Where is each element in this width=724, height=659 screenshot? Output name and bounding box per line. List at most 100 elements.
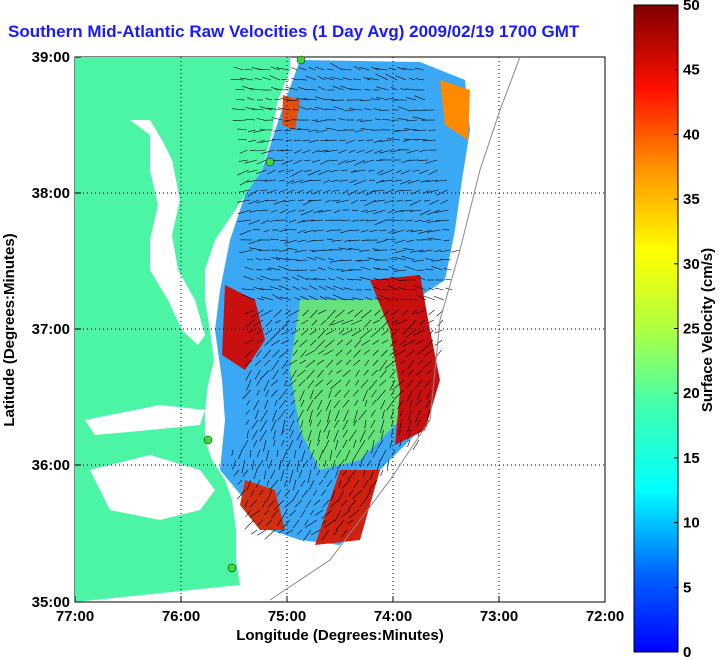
velocity-vectors [230,62,460,541]
velocity-arrow [246,479,252,491]
velocity-arrow [258,249,271,252]
velocity-arrow [278,349,289,359]
velocity-arrow [339,179,349,182]
velocity-arrow [357,259,371,262]
velocity-arrow [290,329,299,335]
velocity-arrow [320,489,327,496]
velocity-arrow [256,149,266,152]
velocity-arrow [253,469,258,480]
colorbar-tick-label: 0 [683,644,691,659]
velocity-arrow [290,369,297,381]
velocity-arrow [400,209,413,212]
velocity-arrow [337,489,345,502]
velocity-arrow [369,229,378,232]
velocity-arrow [322,519,327,526]
velocity-arrow [309,329,317,336]
velocity-arrow [238,159,249,162]
velocity-arrow [395,129,409,132]
velocity-arrow [297,128,310,131]
y-tick-label: 38:00 [32,185,70,202]
velocity-arrow [261,499,267,508]
velocity-arrow [325,286,336,291]
velocity-arrow [266,489,273,502]
velocity-arrow [388,97,399,101]
velocity-arrow [365,209,377,213]
velocity-arrow [242,294,256,301]
velocity-arrow [339,139,347,141]
velocity-arrow [270,329,281,340]
velocity-arrow [380,319,390,330]
velocity-arrow [298,106,309,111]
velocity-arrow [317,309,327,315]
velocity-arrow [328,319,336,326]
velocity-arrow [406,229,414,232]
velocity-arrow [300,399,305,408]
velocity-arrow [301,139,311,142]
velocity-arrow [372,359,379,367]
velocity-arrow [237,489,246,500]
velocity-arrow [419,149,428,152]
radar-site-marker [203,435,213,445]
velocity-arrow [249,209,260,213]
velocity-arrow [304,519,309,526]
velocity-arrow [299,389,305,402]
velocity-arrow [337,159,348,165]
velocity-arrow [387,299,400,301]
velocity-arrow [263,439,267,452]
velocity-arrow [305,499,312,509]
velocity-arrow [347,469,357,481]
velocity-arrow [423,379,432,388]
velocity-arrow [296,409,304,423]
velocity-arrow [389,258,398,261]
velocity-arrow [354,399,359,406]
albemarle-sound [85,405,205,435]
velocity-arrow [263,258,272,261]
velocity-arrow [301,287,309,291]
velocity-arrow [246,179,259,183]
velocity-arrow [342,439,348,449]
velocity-arrow [348,489,354,497]
velocity-arrow [355,379,360,386]
velocity-arrow [416,419,421,427]
velocity-arrow [308,108,318,111]
velocity-arrow [296,529,303,535]
velocity-arrow [330,179,340,182]
velocity-arrow [324,199,332,203]
velocity-arrow [272,159,285,162]
velocity-arrow [283,199,296,203]
velocity-arrow [244,266,254,271]
velocity-arrow [414,95,426,101]
velocity-arrow [388,67,397,71]
velocity-arrow [327,267,335,271]
velocity-arrow [359,429,366,443]
velocity-arrow [359,329,371,339]
pamlico-sound [90,455,215,520]
velocity-arrow [251,459,255,470]
velocity-arrow [347,189,358,196]
velocity-arrow [415,369,423,376]
velocity-arrow [280,319,291,330]
velocity-arrow [247,97,255,101]
velocity-arrow [252,309,264,318]
velocity-arrow [440,199,449,205]
velocity-arrow [330,76,344,81]
velocity-arrow [360,209,368,213]
velocity-arrow [280,239,289,241]
velocity-arrow [351,459,354,466]
colorbar-tick-label: 10 [683,515,700,532]
velocity-arrow [353,349,361,358]
velocity-arrow [253,399,260,411]
velocity-arrow [348,239,361,242]
velocity-arrow [396,199,404,202]
velocity-arrow [280,149,293,152]
velocity-arrow [428,287,435,291]
velocity-arrow [336,369,342,374]
velocity-arrow [341,68,352,71]
velocity-arrow [336,339,344,346]
velocity-arrow [335,199,350,203]
velocity-arrow [286,189,295,194]
velocity-arrow [292,349,298,356]
velocity-arrow [349,229,360,231]
velocity-arrow [443,239,451,242]
velocity-arrow [352,489,363,500]
